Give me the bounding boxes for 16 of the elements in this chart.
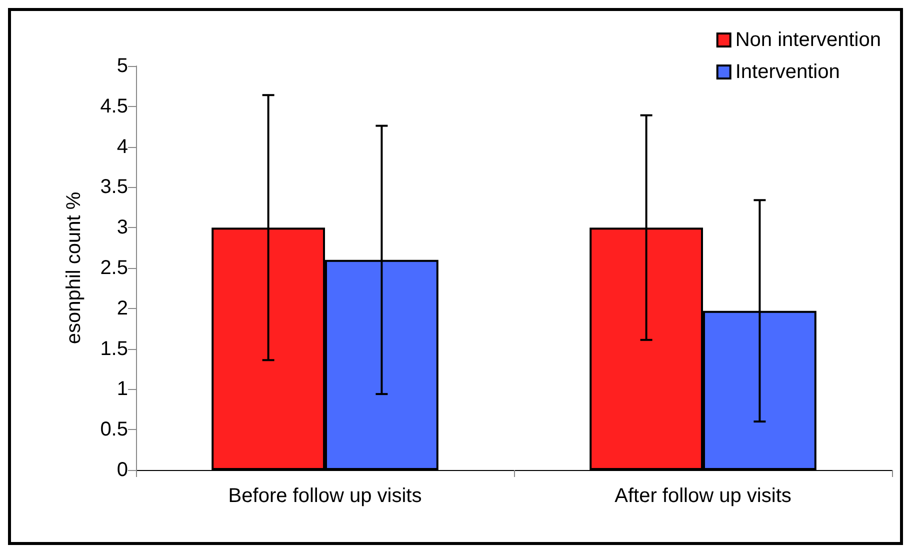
y-tick-label: 2 <box>116 297 128 320</box>
legend-label: Intervention <box>735 61 840 83</box>
y-tick-label: 5 <box>116 55 128 77</box>
y-tick-label: 3 <box>116 216 128 239</box>
y-tick-label: 0 <box>116 459 128 481</box>
y-axis-title: esonphil count % <box>63 192 85 344</box>
x-tick-label: After follow up visits <box>614 485 792 507</box>
y-tick-label: 4 <box>116 136 128 158</box>
y-tick-label: 2.5 <box>100 257 128 279</box>
y-tick-label: 0.5 <box>100 418 128 441</box>
y-tick-label: 1.5 <box>100 338 128 360</box>
y-tick-label: 4.5 <box>100 95 128 118</box>
y-tick-label: 3.5 <box>100 176 128 198</box>
legend-label: Non intervention <box>735 29 882 51</box>
y-tick-label: 1 <box>116 378 128 400</box>
x-tick-label: Before follow up visits <box>228 485 422 507</box>
